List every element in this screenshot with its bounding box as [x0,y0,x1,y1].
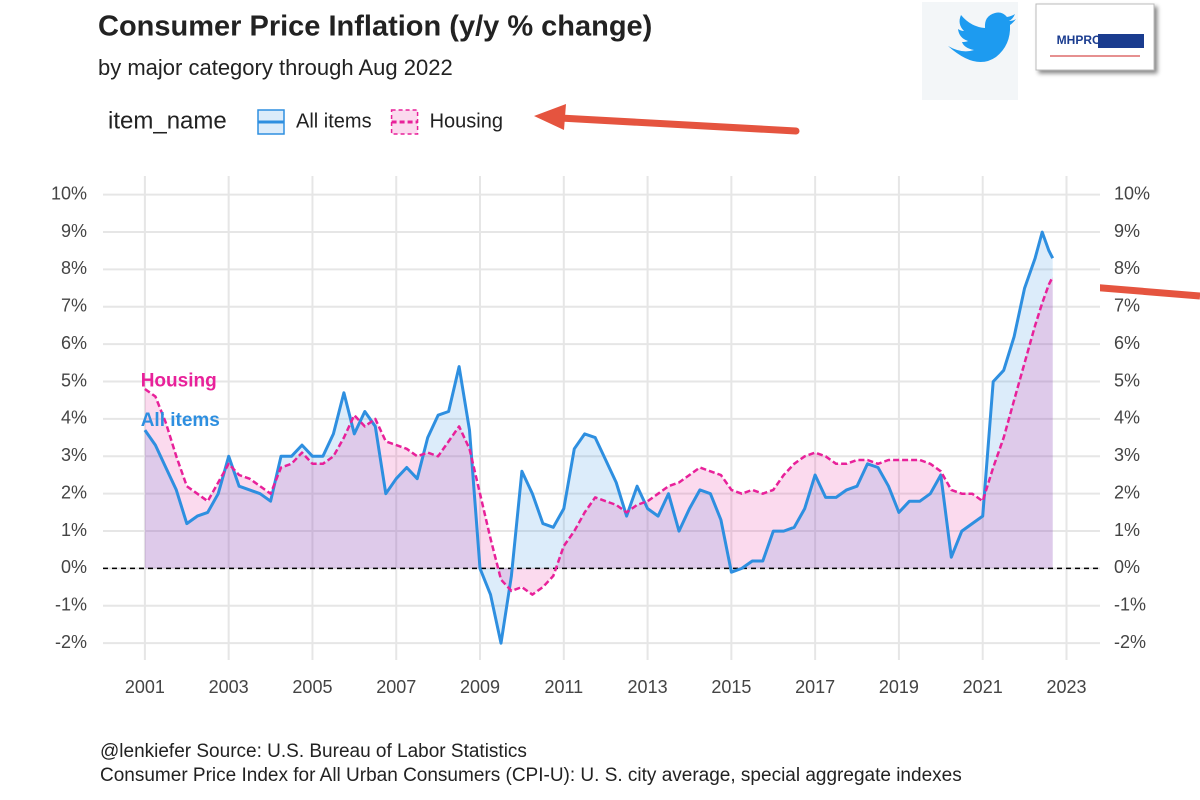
legend-label: Housing [430,110,503,132]
y-tick-label: 10% [51,183,87,203]
annotation: Housing [141,371,217,392]
y2-tick-label: -2% [1114,632,1146,652]
series-line [143,230,1055,645]
y-tick-label: -2% [55,632,87,652]
legend-title: item_name [108,107,227,134]
series-area [144,232,1053,644]
x-tick-label: 2011 [544,677,583,697]
y-tick-label: -1% [55,595,87,615]
y-tick-label: 1% [61,520,87,540]
mhpronews-logo[interactable]: MHPRONEWS [1035,3,1155,71]
y2-tick-label: 8% [1114,258,1140,278]
x-tick-label: 2015 [711,677,751,697]
y-tick-label: 5% [61,370,87,390]
x-tick-label: 2005 [292,677,332,697]
series-line [144,276,1054,596]
legend-item: Housing [390,109,503,135]
x-tick-label: 2007 [376,677,416,697]
y2-tick-label: 2% [1114,482,1140,502]
x-tick-label: 2021 [963,677,1003,697]
y2-tick-label: 3% [1114,445,1140,465]
y2-tick-label: 6% [1114,333,1140,353]
x-tick-label: 2009 [460,677,500,697]
x-tick-label: 2017 [795,677,835,697]
logo-text: MHPRONEWS [1057,33,1138,47]
y-tick-label: 3% [61,445,87,465]
y2-tick-label: -1% [1114,595,1146,615]
y-tick-label: 8% [61,258,87,278]
y-tick-label: 9% [61,221,87,241]
x-tick-label: 2001 [125,677,165,697]
legend-item: All items [257,109,372,135]
y-tick-label: 6% [61,333,87,353]
y2-tick-label: 10% [1114,183,1150,203]
annotation: All items [141,410,220,431]
y2-tick-label: 1% [1114,520,1140,540]
x-tick-label: 2019 [879,677,919,697]
x-tick-label: 2003 [209,677,249,697]
y-tick-label: 2% [61,482,87,502]
legend-label: All items [296,110,372,132]
y2-tick-label: 0% [1114,557,1140,577]
caption: Consumer Price Index for All Urban Consu… [100,765,962,786]
y2-tick-label: 4% [1114,408,1140,428]
twitter-logo[interactable] [922,2,1018,100]
x-tick-label: 2023 [1046,677,1086,697]
y-tick-label: 7% [61,296,87,316]
y-tick-label: 0% [61,557,87,577]
y-tick-label: 4% [61,408,87,428]
y2-tick-label: 5% [1114,370,1140,390]
arrow [534,104,800,135]
y2-tick-label: 9% [1114,221,1140,241]
x-tick-label: 2013 [628,677,668,697]
caption: @lenkiefer Source: U.S. Bureau of Labor … [100,741,527,762]
chart-title: Consumer Price Inflation (y/y % change) [98,11,652,43]
y2-tick-label: 7% [1114,296,1140,316]
series-area [144,276,1053,595]
chart-subtitle: by major category through Aug 2022 [98,55,453,80]
plot-area [103,176,1100,660]
